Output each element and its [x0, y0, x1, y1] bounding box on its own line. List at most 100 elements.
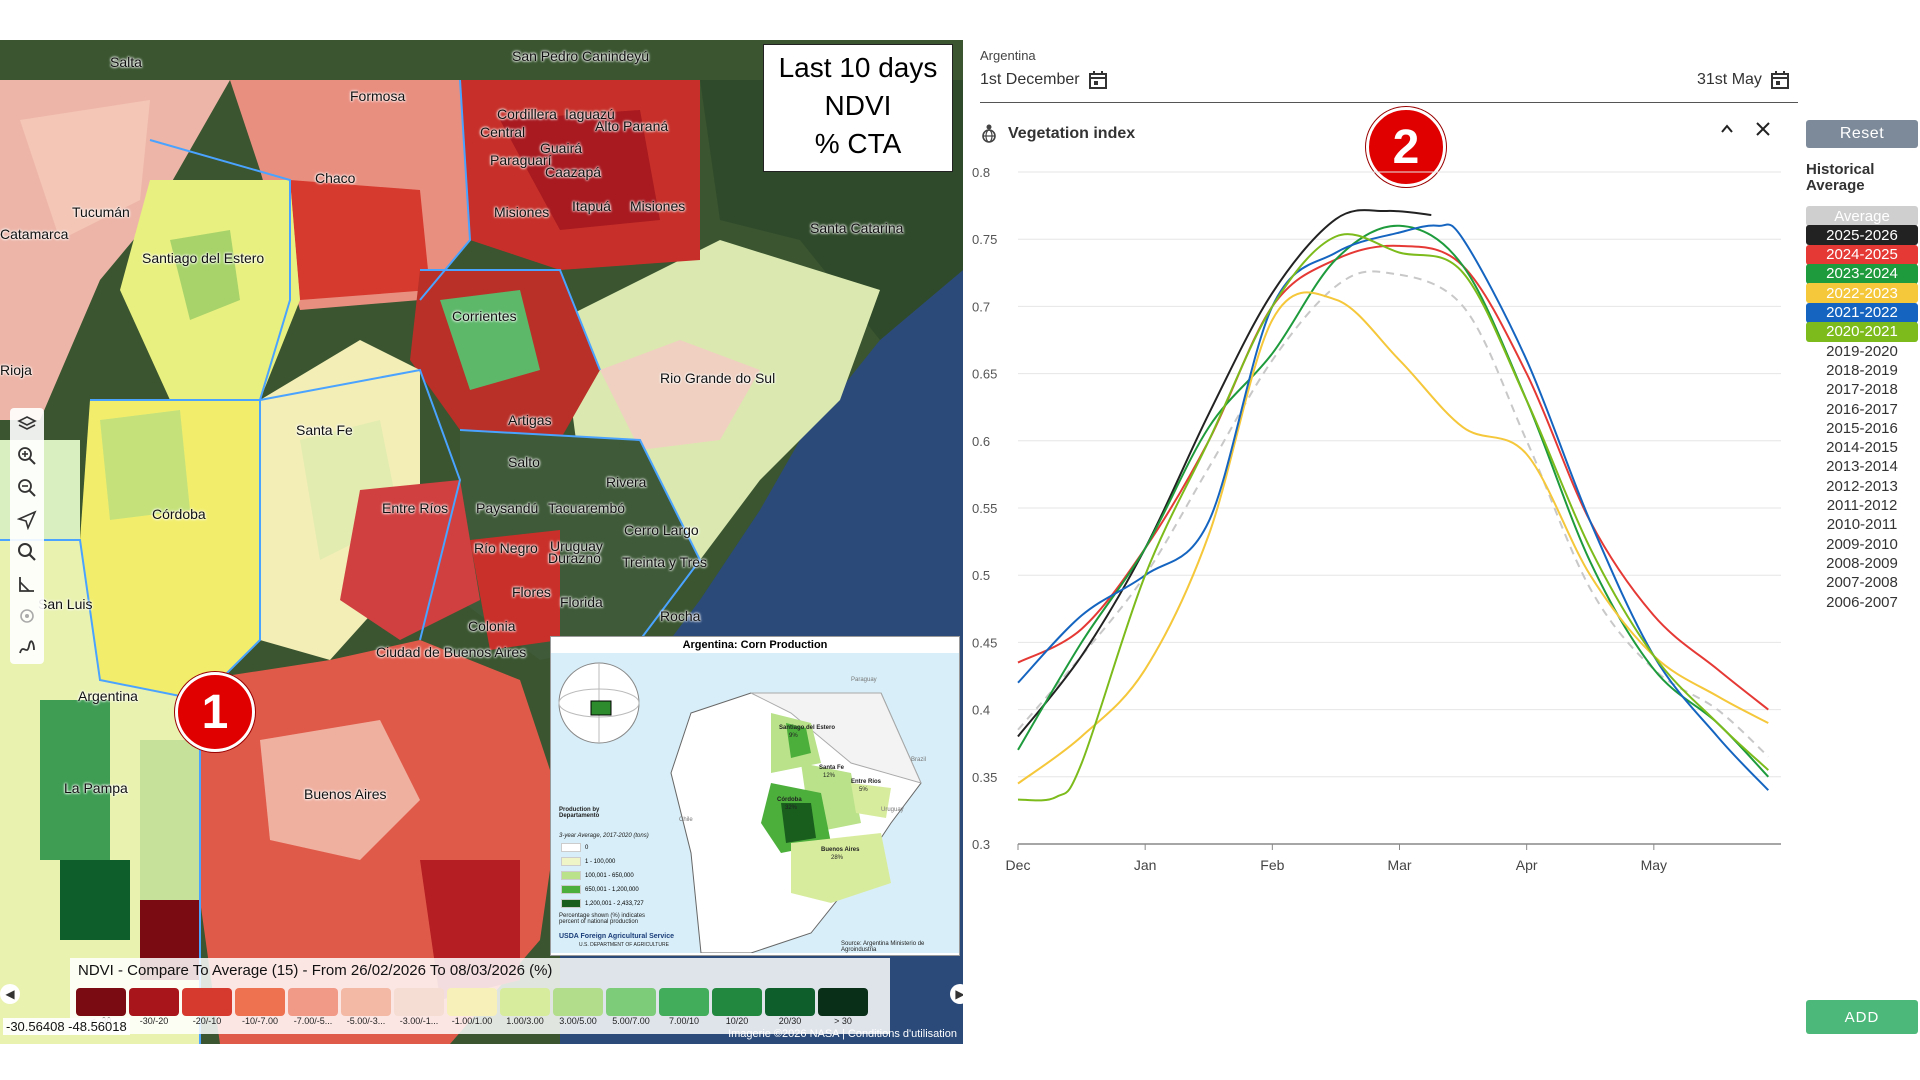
inset-agency-sub: U.S. DEPARTMENT OF AGRICULTURE: [579, 942, 669, 948]
season-toggle-button[interactable]: 2011-2012: [1826, 497, 1898, 514]
ndvi-class-label: 10/20: [725, 1016, 749, 1026]
y-tick-label: 0.6: [972, 434, 990, 449]
y-tick-label: 0.4: [972, 703, 990, 718]
country-label: Argentina: [980, 48, 1036, 63]
season-toggle-button[interactable]: 2021-2022: [1806, 302, 1918, 323]
reset-button[interactable]: Reset: [1806, 120, 1918, 148]
ndvi-class-color: [129, 988, 179, 1016]
inset-pct-name: Córdoba: [777, 797, 802, 803]
map-label: Itapuá: [572, 198, 611, 214]
season-toggle-button[interactable]: 2006-2007: [1826, 593, 1898, 611]
map-label: Santiago del Estero: [142, 250, 265, 266]
ndvi-class-swatch: -7.00/-5...: [288, 988, 338, 1026]
season-toggle-button[interactable]: 2009-2010: [1826, 535, 1898, 553]
locate-icon[interactable]: [10, 504, 44, 536]
calendar-icon[interactable]: [1088, 70, 1108, 90]
map-label: Buenos Aires: [304, 786, 387, 802]
collapse-icon[interactable]: [1718, 120, 1736, 144]
season-toggle-button[interactable]: 2022-2023: [1806, 283, 1918, 304]
ndvi-class-label: -1.00/1.00: [451, 1016, 493, 1026]
add-button[interactable]: ADD: [1806, 1000, 1918, 1034]
ndvi-class-swatch: -20/-10: [182, 988, 232, 1026]
ndvi-class-label: 20/30: [778, 1016, 802, 1026]
measure-icon[interactable]: [10, 568, 44, 600]
inset-legend-item: 100,001 - 650,000: [561, 871, 634, 880]
zoom-in-icon[interactable]: [10, 440, 44, 472]
map-label: Central: [480, 124, 526, 140]
chart-title: Vegetation index: [1008, 125, 1136, 142]
season-toggle-button[interactable]: 2015-2016: [1826, 419, 1898, 437]
season-toggle-button[interactable]: 2012-2013: [1826, 477, 1898, 495]
map-label: Artigas: [508, 412, 552, 428]
ndvi-class-swatch: 1.00/3.00: [500, 988, 550, 1026]
map-attribution[interactable]: Imagerie ©2026 NASA | Conditions d'utili…: [728, 1028, 957, 1040]
ndvi-class-color: [341, 988, 391, 1016]
draw-icon[interactable]: [10, 632, 44, 664]
x-tick-label: Jan: [1134, 857, 1157, 873]
ndvi-class-color: [818, 988, 868, 1016]
season-toggle-button[interactable]: 2017-2018: [1826, 381, 1898, 399]
target-icon[interactable]: [10, 600, 44, 632]
season-toggle-button[interactable]: 2007-2008: [1826, 574, 1898, 592]
ndvi-class-swatch: 7.00/10: [659, 988, 709, 1026]
search-icon[interactable]: [10, 536, 44, 568]
season-toggle-button[interactable]: 2019-2020: [1826, 342, 1898, 360]
ndvi-class-color: [712, 988, 762, 1016]
inset-country: Brazil: [911, 757, 927, 763]
season-toggle-button[interactable]: 2018-2019: [1826, 361, 1898, 379]
end-date-picker[interactable]: 31st May: [1697, 70, 1790, 90]
season-toggle-button[interactable]: 2008-2009: [1826, 554, 1898, 572]
ndvi-class-color: [500, 988, 550, 1016]
inset-country: Chile: [679, 817, 693, 823]
date-range-slider[interactable]: [980, 102, 1798, 103]
map-label: Rioja: [0, 362, 32, 378]
calendar-icon[interactable]: [1770, 70, 1790, 90]
season-toggle-button[interactable]: 2013-2014: [1826, 458, 1898, 476]
ndvi-class-swatch: > 30: [818, 988, 868, 1026]
y-tick-label: 0.7: [972, 299, 990, 314]
map-label: Salta: [110, 54, 142, 70]
inset-legend-item: 0: [561, 843, 588, 852]
season-toggle-button[interactable]: 2014-2015: [1826, 439, 1898, 457]
ndvi-legend: NDVI - Compare To Average (15) - From 26…: [70, 958, 890, 1034]
inset-title: Argentina: Corn Production: [682, 639, 828, 651]
map-label: Uruguay: [550, 538, 603, 554]
ndvi-class-label: -20/-10: [192, 1016, 222, 1026]
map-label: Iaguazú: [565, 106, 615, 122]
season-toggle-button[interactable]: 2016-2017: [1826, 400, 1898, 418]
map-label: Tacuarembó: [548, 500, 626, 516]
inset-pct-name: Santiago del Estero: [779, 725, 836, 731]
y-tick-label: 0.75: [972, 232, 997, 247]
start-date: 1st December: [980, 71, 1080, 88]
y-tick-label: 0.45: [972, 635, 997, 650]
x-tick-label: May: [1641, 857, 1667, 873]
season-toggle-button[interactable]: 2024-2025: [1806, 244, 1918, 265]
inset-note: Percentage shown (%) indicates percent o…: [559, 913, 646, 925]
ndvi-legend-swatches: < -30-30/-20-20/-10-10/-7.00-7.00/-5...-…: [76, 988, 871, 1026]
season-toggle-button[interactable]: 2023-2024: [1806, 263, 1918, 284]
zoom-out-icon[interactable]: [10, 472, 44, 504]
season-toggle-button[interactable]: Average: [1806, 206, 1918, 226]
map-label: Florida: [560, 594, 603, 610]
ndvi-map[interactable]: Salta San Pedro Canindeyú Formosa Cordil…: [0, 40, 963, 1044]
scroll-right-icon[interactable]: ▶: [950, 984, 963, 1004]
inset-legend-item: 1,200,001 - 2,433,727: [561, 899, 644, 908]
map-label: Formosa: [350, 88, 406, 104]
season-toggle-button[interactable]: 2020-2021: [1806, 321, 1918, 342]
season-toggle-button[interactable]: 2025-2026: [1806, 225, 1918, 246]
map-label: Caazapá: [545, 164, 602, 180]
season-toggle-button[interactable]: 2010-2011: [1826, 516, 1898, 534]
coordinate-readout: -30.56408 -48.56018: [3, 1018, 130, 1035]
scroll-left-icon[interactable]: ◀: [0, 984, 20, 1004]
map-label: Paysandú: [476, 500, 539, 516]
ndvi-class-swatch: -5.00/-3...: [341, 988, 391, 1026]
close-icon[interactable]: [1754, 120, 1772, 144]
map-label: Santa Catarina: [810, 220, 904, 236]
ndvi-class-color: [765, 988, 815, 1016]
layers-icon[interactable]: [10, 408, 44, 440]
inset-source: Source: Argentina Ministerio de Agroindu…: [841, 941, 925, 953]
ndvi-class-color: [76, 988, 126, 1016]
map-label: Cordillera: [497, 106, 557, 122]
map-label: Cerro Largo: [624, 522, 699, 538]
start-date-picker[interactable]: 1st December: [980, 70, 1108, 90]
